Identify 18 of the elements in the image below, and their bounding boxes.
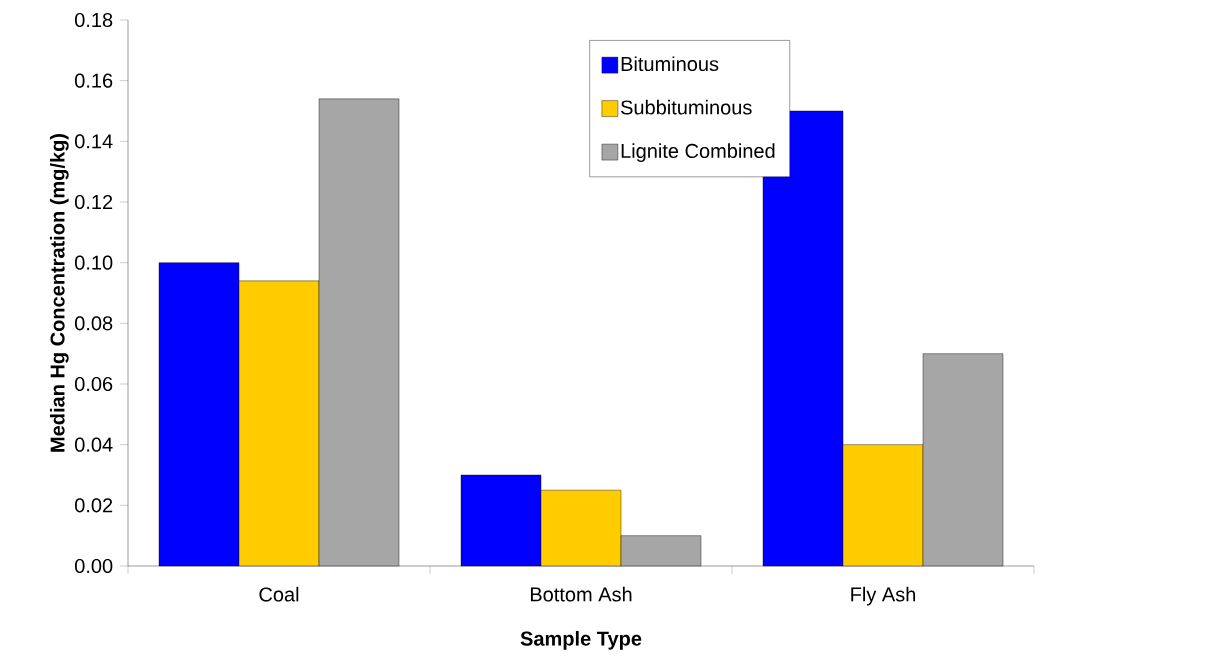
y-tick-label: 0.16 (74, 73, 113, 88)
legend-label: Bituminous (621, 56, 719, 72)
y-tick-label: 0.14 (74, 134, 113, 149)
y-tick-label: 0.04 (74, 437, 113, 452)
y-tick-label: 0.12 (74, 194, 113, 210)
x-tick-label: Fly Ash (851, 586, 916, 606)
y-tick-label: 0.10 (74, 255, 113, 270)
y-tick-label: 0.00 (74, 558, 113, 574)
legend-label: Lignite Combined (621, 143, 775, 162)
legend-label: Subbituminous (621, 99, 752, 115)
x-tick-label: Coal (259, 586, 299, 602)
x-tick-label: Bottom Ash (530, 586, 632, 602)
y-tick-label: 0.08 (74, 316, 113, 331)
y-tick-label: 0.06 (74, 376, 113, 392)
x-axis-title: Sample Type (520, 631, 642, 650)
y-tick-label: 0.02 (74, 498, 113, 513)
y-tick-label: 0.18 (74, 12, 113, 28)
y-axis-title: Median Hg Concentration (mg/kg) (49, 133, 69, 452)
